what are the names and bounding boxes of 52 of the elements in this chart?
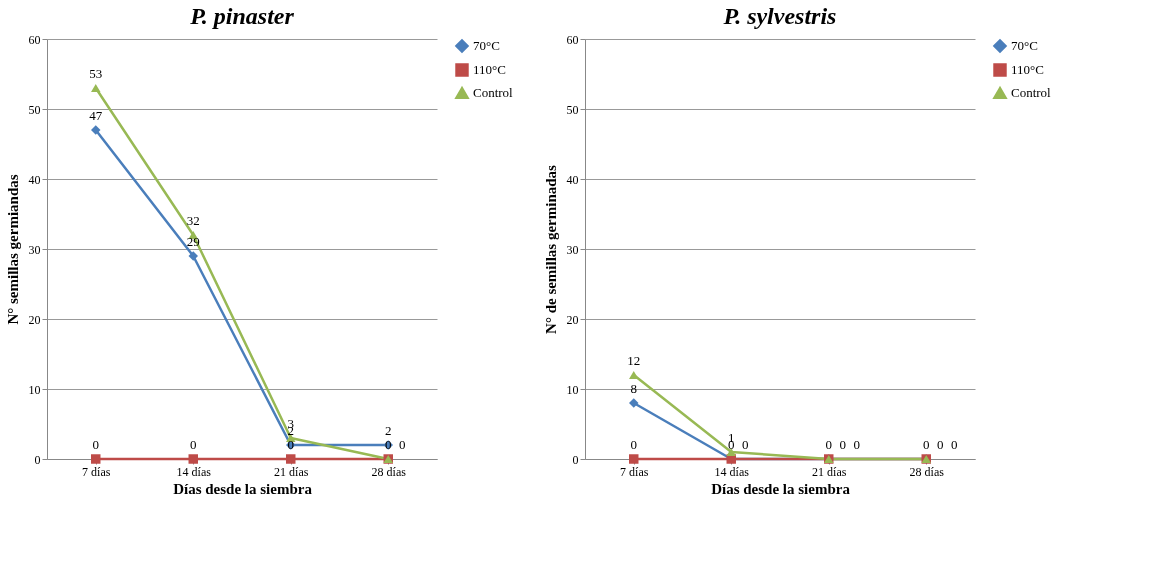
x-tick-label: 28 días bbox=[909, 464, 945, 479]
y-tick-label: 40 bbox=[28, 172, 41, 187]
y-axis-title: N° de semillas germinadas bbox=[542, 164, 559, 334]
data-label: 12 bbox=[627, 353, 641, 368]
x-axis-title: Días desde la siembra bbox=[711, 480, 851, 497]
x-tick-label: 7 días bbox=[82, 464, 111, 479]
legend-label: 110°C bbox=[1011, 62, 1044, 77]
x-tick-label: 7 días bbox=[620, 464, 649, 479]
data-label: 8 bbox=[630, 381, 637, 396]
x-tick-label: 21 días bbox=[274, 464, 309, 479]
x-tick-label: 21 días bbox=[812, 464, 847, 479]
data-label: 0 bbox=[923, 437, 930, 452]
data-label: 0 bbox=[839, 437, 846, 452]
data-label: 0 bbox=[742, 437, 749, 452]
y-tick-label: 20 bbox=[566, 312, 579, 327]
data-label: 2 bbox=[385, 423, 392, 438]
y-tick-label: 0 bbox=[572, 452, 579, 467]
y-axis-title: N° semillas germiandas bbox=[4, 174, 21, 325]
x-tick-label: 28 días bbox=[371, 464, 407, 479]
y-tick-label: 20 bbox=[28, 312, 41, 327]
data-label: 0 bbox=[385, 437, 392, 452]
chart-title: P. sylvestris bbox=[722, 3, 837, 29]
y-tick-label: 50 bbox=[28, 102, 41, 117]
x-tick-label: 14 días bbox=[176, 464, 212, 479]
data-label: 0 bbox=[630, 437, 637, 452]
data-label: 53 bbox=[89, 66, 103, 81]
legend-label: 70°C bbox=[473, 38, 500, 53]
chart-title: P. pinaster bbox=[189, 3, 295, 29]
y-tick-label: 30 bbox=[28, 242, 41, 257]
legend-label: 110°C bbox=[473, 62, 506, 77]
y-tick-label: 40 bbox=[566, 172, 579, 187]
x-axis-title: Días desde la siembra bbox=[173, 480, 313, 497]
legend-label: Control bbox=[1011, 85, 1052, 100]
y-tick-label: 60 bbox=[28, 32, 41, 47]
data-label: 0 bbox=[937, 437, 944, 452]
data-label: 0 bbox=[853, 437, 860, 452]
y-tick-label: 60 bbox=[566, 32, 579, 47]
legend-label: Control bbox=[473, 85, 514, 100]
legend-label: 70°C bbox=[1011, 38, 1038, 53]
y-tick-label: 10 bbox=[28, 382, 41, 397]
x-tick-label: 14 días bbox=[714, 464, 750, 479]
data-label: 0 bbox=[92, 437, 99, 452]
data-label: 0 bbox=[399, 437, 406, 452]
y-tick-label: 50 bbox=[566, 102, 579, 117]
data-label: 0 bbox=[190, 437, 197, 452]
data-label: 0 bbox=[951, 437, 958, 452]
data-label: 32 bbox=[186, 213, 200, 228]
data-label: 0 bbox=[825, 437, 832, 452]
y-tick-label: 30 bbox=[566, 242, 579, 257]
y-tick-label: 0 bbox=[34, 452, 41, 467]
y-tick-label: 10 bbox=[566, 382, 579, 397]
data-label: 47 bbox=[89, 108, 103, 123]
